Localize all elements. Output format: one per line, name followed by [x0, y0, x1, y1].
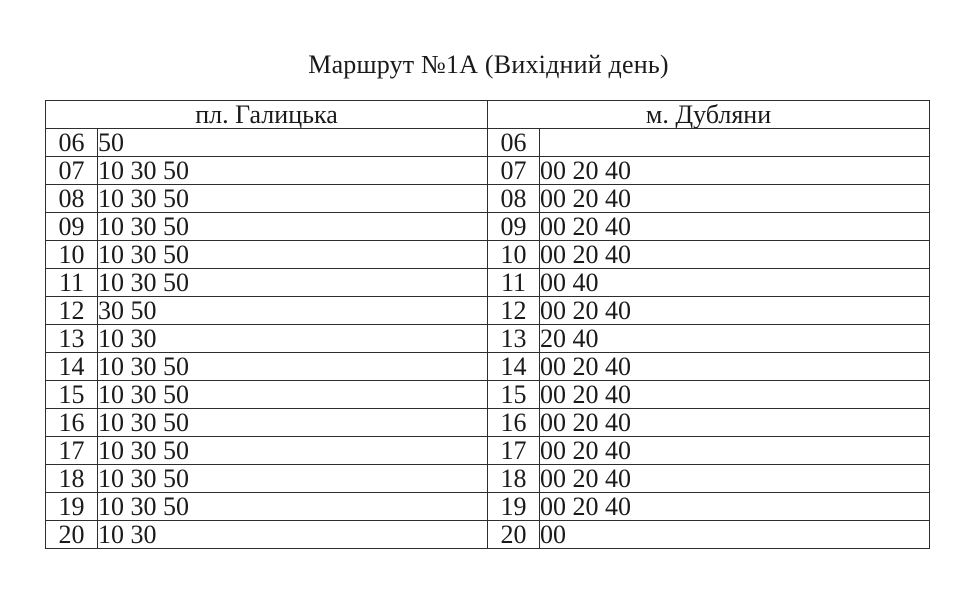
minutes-cell-dubliany: 00 20 40: [539, 408, 931, 437]
timetable-row: 19 10 30 50 19 00 20 40: [45, 492, 931, 521]
hour-cell-dubliany: 10: [487, 240, 541, 269]
minutes-cell-dubliany: 00 20 40: [539, 212, 931, 241]
minutes-cell-dubliany: 00 20 40: [539, 296, 931, 325]
timetable-row: 13 10 30 13 20 40: [45, 324, 931, 353]
timetable-row: 20 10 30 20 00: [45, 520, 931, 549]
minutes-cell-halytska: 10 30 50: [96, 380, 489, 409]
hour-cell-dubliany: 14: [487, 352, 541, 381]
minutes-cell-halytska: 10 30 50: [96, 436, 489, 465]
minutes-cell-dubliany: 00 40: [539, 268, 931, 297]
minutes-cell-dubliany: 00 20 40: [539, 464, 931, 493]
hour-cell-halytska: 17: [45, 436, 98, 465]
timetable-row: 12 30 50 12 00 20 40: [45, 296, 931, 325]
timetable-row: 14 10 30 50 14 00 20 40: [45, 352, 931, 381]
hour-cell-halytska: 09: [45, 212, 98, 241]
column-header-dubliany: м. Дубляни: [487, 100, 931, 129]
hour-cell-dubliany: 19: [487, 492, 541, 521]
timetable-row: 10 10 30 50 10 00 20 40: [45, 240, 931, 269]
hour-cell-halytska: 07: [45, 156, 98, 185]
timetable-row: 17 10 30 50 17 00 20 40: [45, 436, 931, 465]
hour-cell-halytska: 13: [45, 324, 98, 353]
hour-cell-halytska: 15: [45, 380, 98, 409]
minutes-cell-halytska: 10 30 50: [96, 268, 489, 297]
hour-cell-halytska: 19: [45, 492, 98, 521]
timetable-row: 11 10 30 50 11 00 40: [45, 268, 931, 297]
minutes-cell-halytska: 10 30 50: [96, 352, 489, 381]
minutes-cell-halytska: 10 30 50: [96, 212, 489, 241]
hour-cell-halytska: 08: [45, 184, 98, 213]
minutes-cell-halytska: 10 30 50: [96, 464, 489, 493]
hour-cell-dubliany: 09: [487, 212, 541, 241]
column-header-halytska: пл. Галицька: [44, 100, 489, 129]
timetable-row: 08 10 30 50 08 00 20 40: [45, 184, 931, 213]
timetable-row: 07 10 30 50 07 00 20 40: [45, 156, 931, 185]
minutes-cell-dubliany: 00 20 40: [539, 492, 931, 521]
minutes-cell-dubliany: [539, 128, 931, 157]
hour-cell-halytska: 14: [45, 352, 98, 381]
minutes-cell-halytska: 10 30 50: [96, 492, 489, 521]
minutes-cell-halytska: 10 30: [96, 324, 489, 353]
minutes-cell-dubliany: 00 20 40: [539, 184, 931, 213]
timetable-row: 09 10 30 50 09 00 20 40: [45, 212, 931, 241]
hour-cell-dubliany: 16: [487, 408, 541, 437]
hour-cell-dubliany: 15: [487, 380, 541, 409]
timetable-row: 06 50 06: [45, 128, 931, 157]
timetable-row: 18 10 30 50 18 00 20 40: [45, 464, 931, 493]
hour-cell-halytska: 10: [45, 240, 98, 269]
timetable-body: 06 50 06 07 10 30 50 07 00 20 40 08 10 30 50 08 00…: [45, 128, 931, 549]
hour-cell-dubliany: 07: [487, 156, 541, 185]
minutes-cell-dubliany: 00 20 40: [539, 380, 931, 409]
minutes-cell-halytska: 10 30 50: [96, 240, 489, 269]
minutes-cell-dubliany: 00 20 40: [539, 156, 931, 185]
hour-cell-dubliany: 12: [487, 296, 541, 325]
minutes-cell-halytska: 10 30 50: [96, 184, 489, 213]
timetable: пл. Галицька м. Дубляни 06 50 06 07 10 30 50…: [44, 100, 931, 549]
hour-cell-dubliany: 18: [487, 464, 541, 493]
minutes-cell-dubliany: 00 20 40: [539, 436, 931, 465]
hour-cell-halytska: 06: [45, 128, 98, 157]
timetable-row: 15 10 30 50 15 00 20 40: [45, 380, 931, 409]
hour-cell-halytska: 16: [45, 408, 98, 437]
minutes-cell-halytska: 30 50: [96, 296, 489, 325]
minutes-cell-dubliany: 00 20 40: [539, 352, 931, 381]
header-row: пл. Галицька м. Дубляни: [44, 100, 931, 129]
hour-cell-halytska: 11: [45, 268, 98, 297]
timetable-row: 16 10 30 50 16 00 20 40: [45, 408, 931, 437]
minutes-cell-halytska: 10 30 50: [96, 156, 489, 185]
hour-cell-dubliany: 06: [487, 128, 541, 157]
minutes-cell-dubliany: 00: [539, 520, 931, 549]
hour-cell-dubliany: 08: [487, 184, 541, 213]
page-title: Маршрут №1А (Вихідний день): [308, 50, 669, 79]
minutes-cell-dubliany: 00 20 40: [539, 240, 931, 269]
hour-cell-dubliany: 17: [487, 436, 541, 465]
minutes-cell-halytska: 10 30: [96, 520, 489, 549]
hour-cell-dubliany: 11: [487, 268, 541, 297]
minutes-cell-halytska: 50: [96, 128, 489, 157]
minutes-cell-halytska: 10 30 50: [96, 408, 489, 437]
hour-cell-halytska: 12: [45, 296, 98, 325]
minutes-cell-dubliany: 20 40: [539, 324, 931, 353]
hour-cell-halytska: 20: [45, 520, 98, 549]
hour-cell-dubliany: 13: [487, 324, 541, 353]
hour-cell-halytska: 18: [45, 464, 98, 493]
hour-cell-dubliany: 20: [487, 520, 541, 549]
